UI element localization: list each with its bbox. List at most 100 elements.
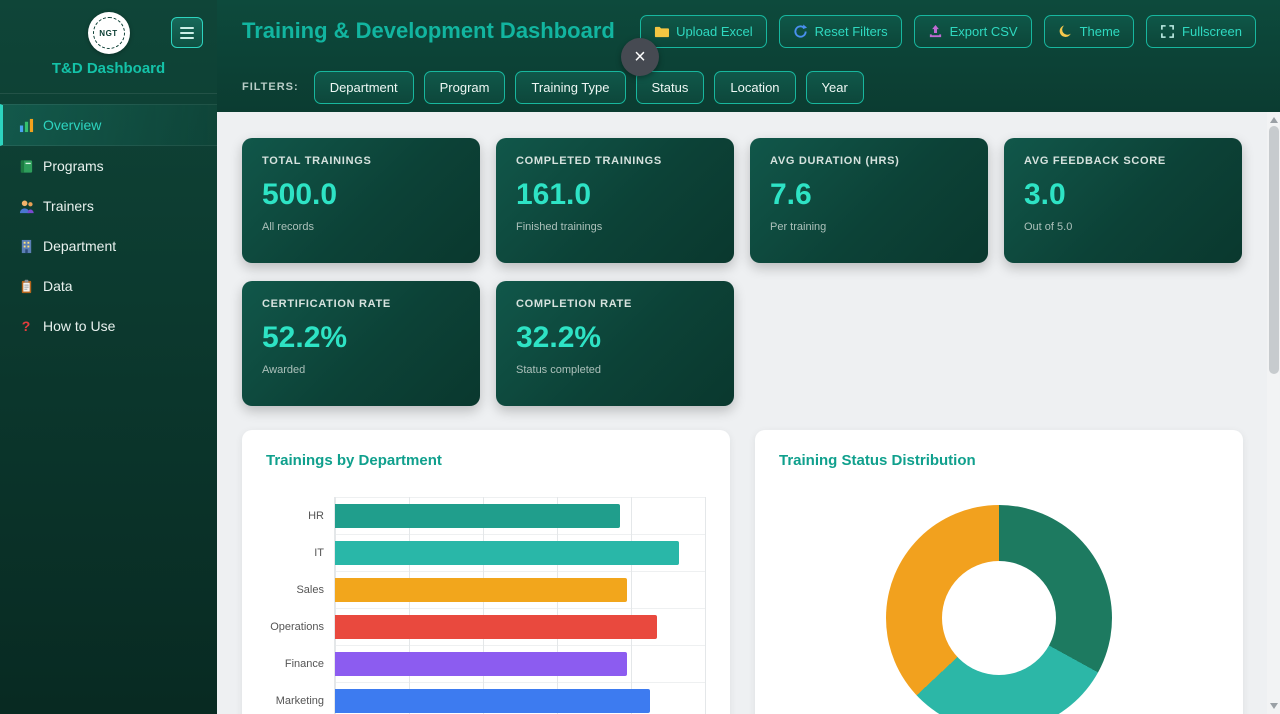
book-icon bbox=[18, 158, 34, 174]
sidebar-item-label: Trainers bbox=[43, 198, 94, 214]
bar-row bbox=[335, 571, 705, 608]
scrollbar-thumb[interactable] bbox=[1269, 126, 1279, 374]
building-icon bbox=[18, 238, 34, 254]
filters-label: FILTERS: bbox=[242, 81, 299, 93]
kpi-label: CERTIFICATION RATE bbox=[262, 298, 460, 310]
bar bbox=[335, 578, 627, 602]
vertical-scrollbar[interactable] bbox=[1267, 112, 1280, 714]
sidebar-item-label: Overview bbox=[43, 117, 101, 133]
close-button[interactable]: × bbox=[621, 38, 659, 76]
kpi-row-2: CERTIFICATION RATE 52.2% Awarded COMPLET… bbox=[242, 281, 1243, 406]
hamburger-icon bbox=[180, 27, 194, 29]
sidebar-item-department[interactable]: Department bbox=[0, 226, 217, 266]
filters-bar: FILTERS: Department Program Training Typ… bbox=[217, 62, 1280, 112]
kpi-sub: All records bbox=[262, 221, 460, 233]
sidebar-menu: Overview Programs Trainers Department bbox=[0, 93, 217, 346]
kpi-value: 32.2% bbox=[516, 321, 714, 355]
fullscreen-button[interactable]: Fullscreen bbox=[1146, 15, 1256, 48]
kpi-card-certification-rate: CERTIFICATION RATE 52.2% Awarded bbox=[242, 281, 480, 406]
kpi-value: 161.0 bbox=[516, 178, 714, 212]
export-csv-button[interactable]: Export CSV bbox=[914, 15, 1032, 48]
bar-category-label: Marketing bbox=[266, 682, 334, 714]
bar-category-label: Finance bbox=[266, 645, 334, 682]
kpi-card-completion-rate: COMPLETION RATE 32.2% Status completed bbox=[496, 281, 734, 406]
bar bbox=[335, 615, 657, 639]
kpi-label: TOTAL TRAININGS bbox=[262, 155, 460, 167]
filter-department-button[interactable]: Department bbox=[314, 71, 414, 104]
kpi-sub: Finished trainings bbox=[516, 221, 714, 233]
theme-toggle-button[interactable]: Theme bbox=[1044, 15, 1134, 48]
bar-category-label: HR bbox=[266, 497, 334, 534]
kpi-card-avg-feedback: AVG FEEDBACK SCORE 3.0 Out of 5.0 bbox=[1004, 138, 1242, 263]
scroll-up-arrow-icon[interactable] bbox=[1270, 117, 1278, 123]
folder-icon bbox=[654, 24, 669, 39]
reset-filters-label: Reset Filters bbox=[815, 24, 888, 39]
top-header: Training & Development Dashboard Upload … bbox=[217, 0, 1280, 62]
bar bbox=[335, 689, 650, 713]
theme-label: Theme bbox=[1080, 24, 1120, 39]
sidebar-item-label: Data bbox=[43, 278, 73, 294]
bar-row bbox=[335, 645, 705, 682]
bar-category-label: IT bbox=[266, 534, 334, 571]
kpi-label: COMPLETED TRAININGS bbox=[516, 155, 714, 167]
bar-chart-category-axis: HRITSalesOperationsFinanceMarketing bbox=[266, 497, 334, 714]
upload-excel-label: Upload Excel bbox=[676, 24, 753, 39]
kpi-sub: Per training bbox=[770, 221, 968, 233]
kpi-value: 7.6 bbox=[770, 178, 968, 212]
scroll-down-arrow-icon[interactable] bbox=[1270, 703, 1278, 709]
sidebar: NGT T&D Dashboard Overview Programs bbox=[0, 0, 217, 714]
upload-excel-button[interactable]: Upload Excel bbox=[640, 15, 767, 48]
department-bar-chart: HRITSalesOperationsFinanceMarketing bbox=[266, 497, 706, 714]
kpi-row-1: TOTAL TRAININGS 500.0 All records COMPLE… bbox=[242, 138, 1243, 263]
donut-chart-wrap bbox=[779, 505, 1219, 714]
kpi-label: AVG DURATION (HRS) bbox=[770, 155, 968, 167]
bar-row bbox=[335, 608, 705, 645]
app-root: NGT T&D Dashboard Overview Programs bbox=[0, 0, 1280, 714]
bar-chart-icon bbox=[18, 117, 34, 133]
export-csv-label: Export CSV bbox=[950, 24, 1018, 39]
kpi-card-completed-trainings: COMPLETED TRAININGS 161.0 Finished train… bbox=[496, 138, 734, 263]
sidebar-title: T&D Dashboard bbox=[0, 60, 217, 77]
sidebar-item-programs[interactable]: Programs bbox=[0, 146, 217, 186]
logo-text: NGT bbox=[93, 17, 125, 49]
kpi-sub: Out of 5.0 bbox=[1024, 221, 1222, 233]
kpi-sub: Status completed bbox=[516, 364, 714, 376]
filter-training-type-button[interactable]: Training Type bbox=[515, 71, 625, 104]
bar-row bbox=[335, 534, 705, 571]
sidebar-item-how-to-use[interactable]: ? How to Use bbox=[0, 306, 217, 346]
kpi-value: 52.2% bbox=[262, 321, 460, 355]
filter-status-button[interactable]: Status bbox=[636, 71, 705, 104]
filter-year-button[interactable]: Year bbox=[806, 71, 864, 104]
sidebar-item-label: Department bbox=[43, 238, 116, 254]
sidebar-item-trainers[interactable]: Trainers bbox=[0, 186, 217, 226]
fullscreen-icon bbox=[1160, 24, 1175, 39]
bar bbox=[335, 652, 627, 676]
charts-row: Trainings by Department HRITSalesOperati… bbox=[242, 430, 1243, 714]
page-title: Training & Development Dashboard bbox=[242, 18, 615, 44]
bar-category-label: Operations bbox=[266, 608, 334, 645]
main-area: Training & Development Dashboard Upload … bbox=[217, 0, 1280, 714]
bar bbox=[335, 504, 620, 528]
status-donut-chart bbox=[886, 505, 1112, 714]
filter-program-button[interactable]: Program bbox=[424, 71, 506, 104]
people-icon bbox=[18, 198, 34, 214]
sidebar-item-overview[interactable]: Overview bbox=[0, 104, 217, 146]
kpi-card-total-trainings: TOTAL TRAININGS 500.0 All records bbox=[242, 138, 480, 263]
bar-row bbox=[335, 497, 705, 534]
app-logo: NGT bbox=[88, 12, 130, 54]
donut-hole bbox=[942, 561, 1056, 675]
bar bbox=[335, 541, 679, 565]
filter-location-button[interactable]: Location bbox=[714, 71, 795, 104]
menu-toggle-button[interactable] bbox=[171, 17, 203, 48]
refresh-icon bbox=[793, 24, 808, 39]
reset-filters-button[interactable]: Reset Filters bbox=[779, 15, 902, 48]
sidebar-item-label: Programs bbox=[43, 158, 104, 174]
sidebar-item-data[interactable]: Data bbox=[0, 266, 217, 306]
status-donut-chart-card: Training Status Distribution bbox=[755, 430, 1243, 714]
content-area: TOTAL TRAININGS 500.0 All records COMPLE… bbox=[217, 112, 1280, 714]
bar-chart-title: Trainings by Department bbox=[266, 452, 706, 469]
question-icon: ? bbox=[18, 318, 34, 334]
fullscreen-label: Fullscreen bbox=[1182, 24, 1242, 39]
donut-chart-title: Training Status Distribution bbox=[779, 452, 1219, 469]
kpi-value: 3.0 bbox=[1024, 178, 1222, 212]
